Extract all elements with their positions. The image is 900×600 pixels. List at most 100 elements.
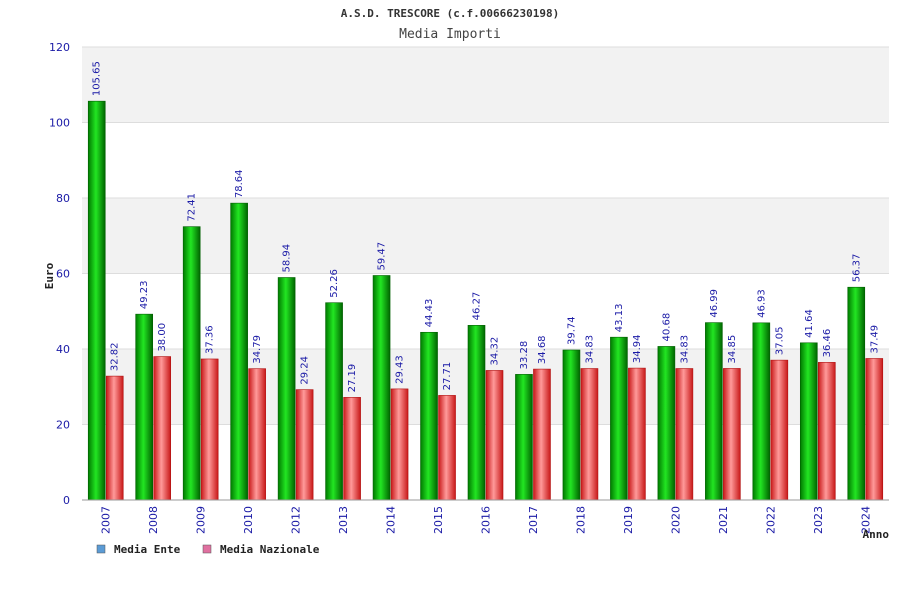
bar-media-ente: [848, 287, 865, 500]
value-label: 46.99: [709, 289, 720, 318]
bar-media-ente: [515, 374, 532, 500]
value-label: 49.23: [139, 281, 150, 310]
bar-media-nazionale: [296, 390, 313, 500]
x-tick-label: 2012: [290, 506, 303, 534]
value-label: 34.68: [537, 335, 548, 364]
bar-media-ente: [88, 101, 105, 500]
x-axis-ticks: 2007 2008 2009 2010 2012 2013 2014 2015 2016 2017…: [100, 506, 873, 534]
bar-media-ente: [753, 323, 770, 500]
bar-media-ente: [705, 323, 722, 500]
chart-subtitle: Media Importi: [399, 27, 501, 42]
value-label: 40.68: [661, 313, 672, 342]
x-tick-label: 2015: [432, 506, 445, 534]
legend-swatch-media-nazionale: [203, 545, 211, 553]
bar-media-nazionale: [106, 376, 123, 500]
bar-media-nazionale: [391, 389, 408, 500]
chart-title: A.S.D. TRESCORE (c.f.00666230198): [341, 7, 560, 20]
y-tick-label: 80: [56, 192, 70, 205]
bar-media-ente: [610, 337, 627, 500]
value-label: 46.93: [756, 289, 767, 318]
value-label: 36.46: [822, 329, 833, 358]
x-tick-label: 2007: [100, 506, 113, 534]
bar-media-ente: [231, 203, 248, 500]
x-tick-label: 2023: [812, 506, 825, 534]
bar-media-nazionale: [676, 369, 693, 500]
value-label: 58.94: [282, 244, 293, 273]
bar-media-ente: [183, 227, 200, 500]
value-label: 39.74: [566, 316, 577, 345]
y-tick-label: 60: [56, 268, 70, 281]
y-tick-label: 40: [56, 343, 70, 356]
x-tick-label: 2010: [242, 506, 255, 534]
value-label: 37.49: [869, 325, 880, 354]
bar-media-nazionale: [723, 368, 740, 500]
value-label: 41.64: [804, 309, 815, 338]
bar-chart: A.S.D. TRESCORE (c.f.00666230198) Media …: [0, 0, 900, 600]
x-axis-title: Anno: [863, 528, 890, 541]
bar-media-ente: [563, 350, 580, 500]
bar-media-ente: [658, 346, 675, 500]
legend-swatch-media-ente: [97, 545, 105, 553]
x-tick-label: 2009: [195, 506, 208, 534]
bar-media-ente: [800, 343, 817, 500]
value-label: 34.85: [727, 335, 738, 364]
bar-media-nazionale: [866, 358, 883, 500]
y-tick-label: 20: [56, 419, 70, 432]
value-label: 34.79: [252, 335, 263, 364]
x-tick-label: 2021: [717, 506, 730, 534]
value-label: 72.41: [187, 193, 198, 222]
x-tick-label: 2008: [147, 506, 160, 534]
value-label: 34.83: [679, 335, 690, 364]
x-tick-label: 2014: [385, 506, 398, 534]
value-label: 44.43: [424, 299, 435, 328]
grid-band: [82, 47, 889, 123]
bar-media-ente: [278, 278, 295, 500]
x-tick-label: 2018: [574, 506, 587, 534]
legend: Media Ente Media Nazionale: [97, 543, 320, 556]
bar-media-nazionale: [818, 362, 835, 500]
y-tick-label: 100: [49, 117, 70, 130]
value-label: 27.71: [442, 362, 453, 391]
grid-band: [82, 123, 889, 199]
x-tick-label: 2016: [480, 506, 493, 534]
value-label: 29.43: [395, 355, 406, 384]
value-label: 34.94: [632, 334, 643, 363]
value-label: 37.05: [774, 326, 785, 355]
value-label: 34.83: [584, 335, 595, 364]
x-tick-label: 2013: [337, 506, 350, 534]
x-tick-label: 2017: [527, 506, 540, 534]
value-label: 27.19: [347, 364, 358, 393]
y-tick-label: 0: [63, 494, 70, 507]
value-label: 43.13: [614, 304, 625, 333]
value-label: 33.28: [519, 341, 530, 370]
bar-media-ente: [136, 314, 153, 500]
bar-media-nazionale: [486, 370, 503, 500]
x-tick-label: 2022: [764, 506, 777, 534]
bar-media-ente: [326, 303, 343, 500]
value-label: 52.26: [329, 269, 340, 298]
bar-media-nazionale: [771, 360, 788, 500]
value-label: 46.27: [472, 292, 483, 321]
grid-band: [82, 198, 889, 274]
bar-media-ente: [421, 332, 438, 500]
value-label: 78.64: [234, 169, 245, 198]
legend-label-media-nazionale: Media Nazionale: [220, 543, 320, 556]
bar-media-nazionale: [344, 397, 361, 500]
value-label: 59.47: [377, 242, 388, 271]
x-tick-label: 2020: [669, 506, 682, 534]
value-label: 34.32: [490, 337, 501, 366]
value-label: 105.65: [92, 61, 103, 96]
y-tick-label: 120: [49, 41, 70, 54]
value-label: 38.00: [157, 323, 168, 352]
bar-media-nazionale: [628, 368, 645, 500]
x-tick-label: 2019: [622, 506, 635, 534]
bar-media-nazionale: [249, 369, 266, 500]
value-label: 29.24: [300, 356, 311, 385]
bar-media-nazionale: [201, 359, 218, 500]
bar-media-nazionale: [581, 369, 598, 500]
value-label: 32.82: [110, 342, 121, 371]
bar-media-nazionale: [154, 357, 171, 500]
legend-label-media-ente: Media Ente: [114, 543, 181, 556]
value-label: 37.36: [205, 325, 216, 354]
bar-media-nazionale: [533, 369, 550, 500]
